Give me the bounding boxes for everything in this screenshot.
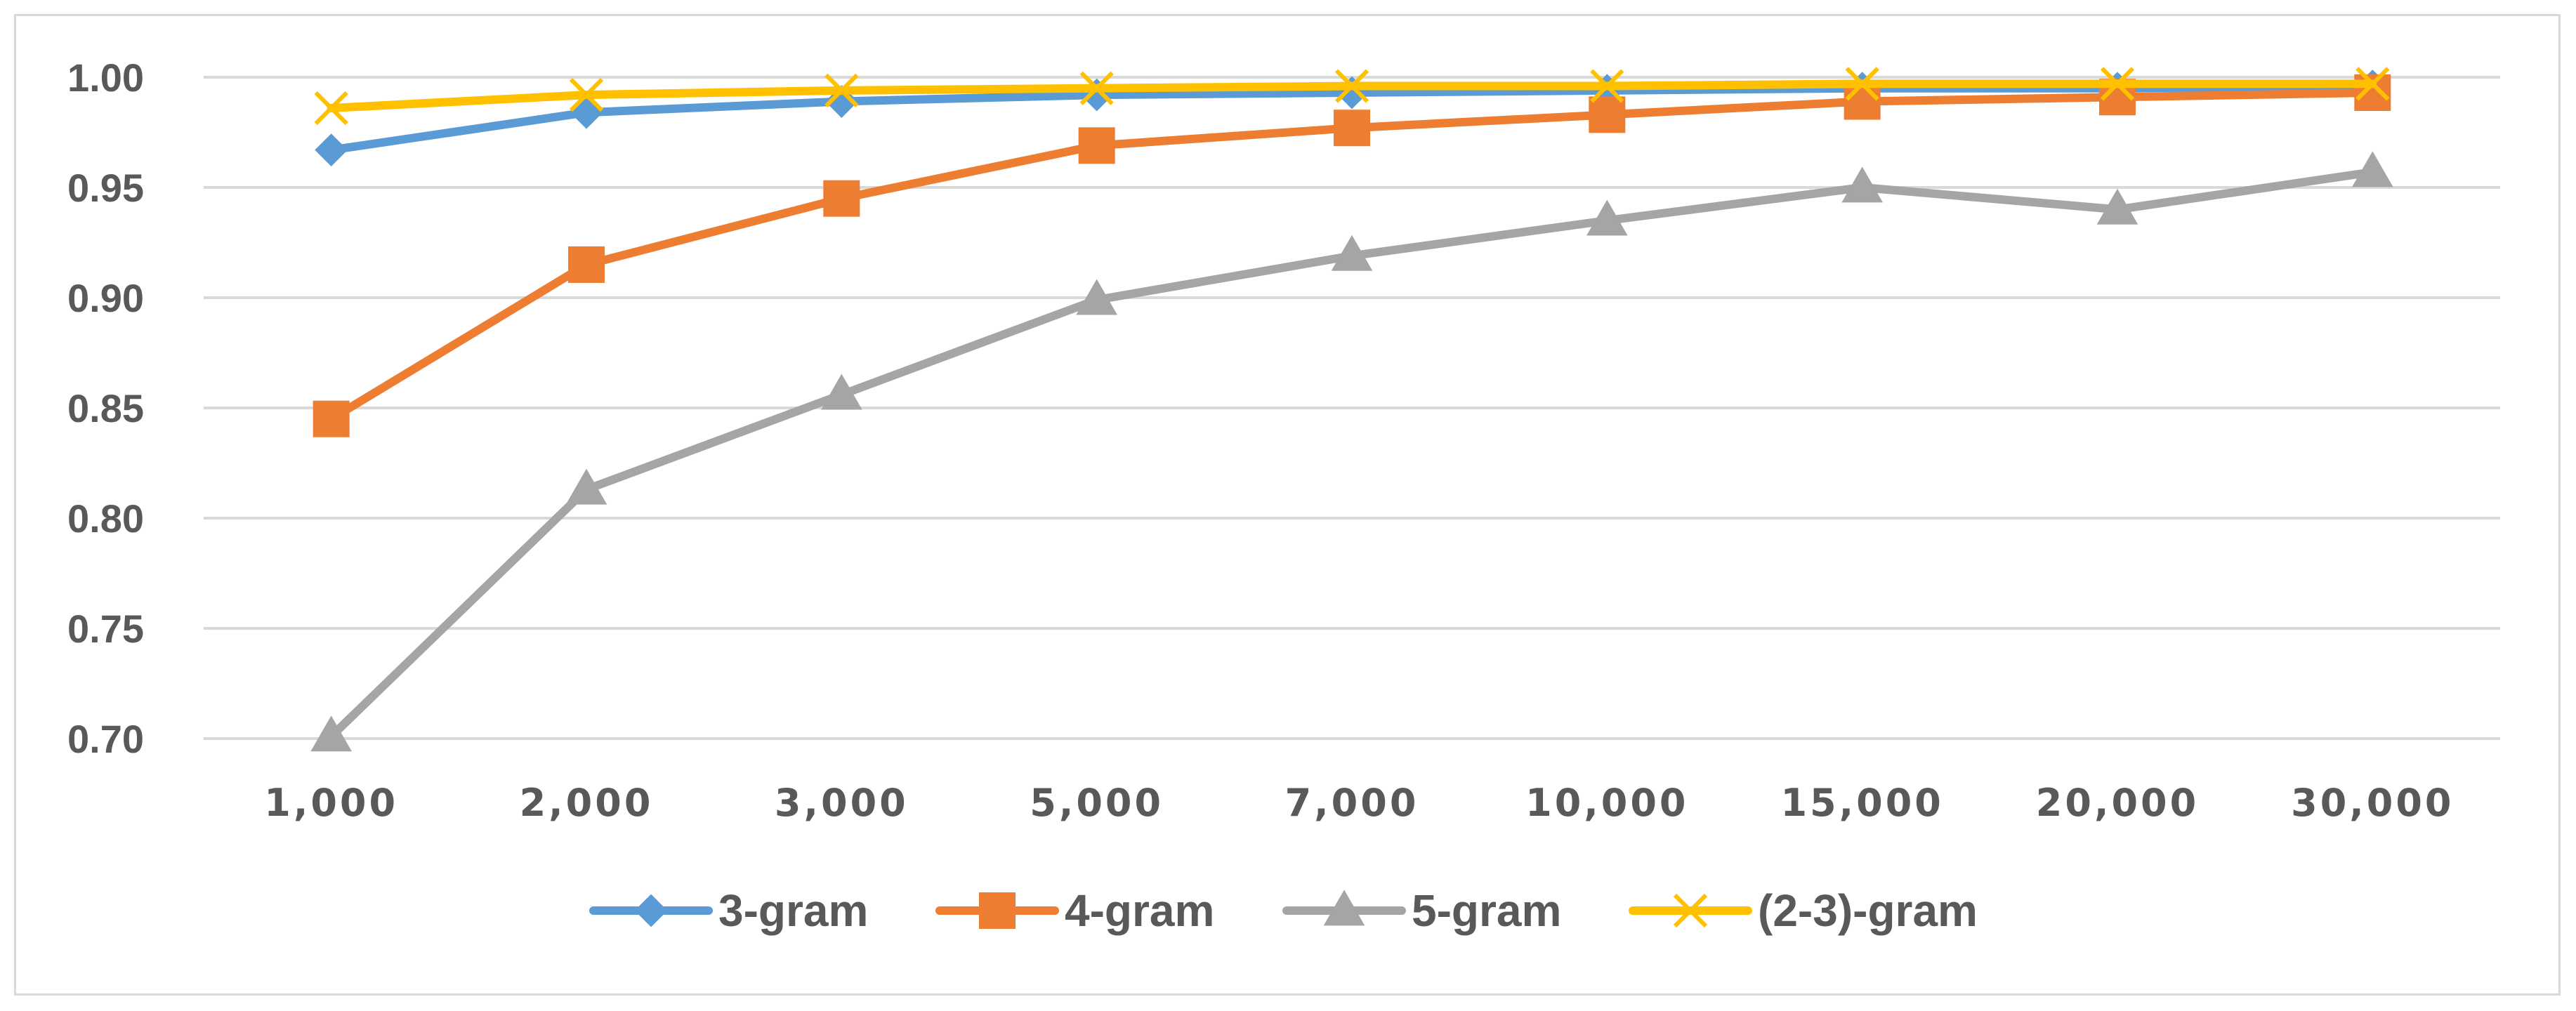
data-point-(2-3)-gram-30,000 <box>2355 67 2390 101</box>
data-point-4-gram-7,000 <box>1334 110 1370 147</box>
legend-item-3-gram: 3-gram <box>589 885 868 936</box>
y-tick-label: 1.00 <box>67 55 144 100</box>
x-tick-label: 10,000 <box>1525 781 1688 825</box>
data-point-5-gram-3,000 <box>821 374 862 410</box>
y-tick-label: 0.85 <box>67 386 144 430</box>
data-point-5-gram-20,000 <box>2096 188 2138 225</box>
data-point-3-gram-1,000 <box>315 133 348 167</box>
x-tick-label: 15,000 <box>1780 781 1943 825</box>
chart-frame <box>14 14 2561 996</box>
legend-label: 3-gram <box>718 885 868 936</box>
data-point-(2-3)-gram-10,000 <box>1590 69 1624 103</box>
x-tick-label: 2,000 <box>520 781 654 825</box>
x-tick-label: 20,000 <box>2036 781 2199 825</box>
data-point-(2-3)-gram-1,000 <box>314 91 348 126</box>
data-point-5-gram-10,000 <box>1586 199 1628 236</box>
data-point-4-gram-5,000 <box>1078 127 1115 164</box>
series-group <box>310 67 2393 752</box>
data-point-5-gram-15,000 <box>1841 166 1883 203</box>
x-tick-label: 1,000 <box>264 781 398 825</box>
data-point-5-gram-5,000 <box>1076 279 1117 315</box>
legend-item-5-gram: 5-gram <box>1282 885 1561 936</box>
data-point-3-gram-3,000 <box>824 85 858 118</box>
data-point-5-gram-7,000 <box>1331 234 1373 271</box>
series-4-gram <box>313 74 2391 437</box>
data-point-(2-3)-gram-5,000 <box>1079 71 1114 105</box>
gridlines <box>204 76 2500 740</box>
x-tick-label: 3,000 <box>775 781 909 825</box>
data-point-5-gram-30,000 <box>2352 151 2393 187</box>
data-point-(2-3)-gram-15,000 <box>1845 67 1879 101</box>
legend-label: (2-3)-gram <box>1758 885 1978 936</box>
series-5-gram <box>310 151 2393 752</box>
legend-label: 4-gram <box>1065 885 1214 936</box>
legend-marker-triangle <box>1323 890 1365 926</box>
data-point-(2-3)-gram-7,000 <box>1334 69 1369 103</box>
y-axis-tick-labels: 0.70 0.75 0.80 0.85 0.90 0.95 1.00 <box>67 55 144 761</box>
legend-item-(2-3)-gram: (2-3)-gram <box>1629 885 1978 936</box>
y-tick-label: 0.80 <box>67 496 144 541</box>
legend-marker-square <box>979 892 1016 929</box>
legend-label: 5-gram <box>1412 885 1561 936</box>
data-point-4-gram-2,000 <box>568 246 605 283</box>
data-point-4-gram-1,000 <box>313 400 350 437</box>
legend-marker-x <box>1673 893 1708 928</box>
data-point-5-gram-1,000 <box>310 715 352 752</box>
y-tick-label: 0.70 <box>67 717 144 761</box>
data-point-3-gram-2,000 <box>570 95 603 129</box>
data-point-4-gram-10,000 <box>1589 96 1626 133</box>
data-point-5-gram-2,000 <box>565 468 607 505</box>
x-tick-label: 7,000 <box>1285 781 1419 825</box>
y-tick-label: 0.75 <box>67 607 144 651</box>
data-point-(2-3)-gram-20,000 <box>2100 67 2135 101</box>
series-(2-3)-gram <box>314 67 2390 126</box>
data-point-4-gram-3,000 <box>823 180 860 217</box>
data-point-4-gram-15,000 <box>1844 83 1881 120</box>
x-tick-label: 5,000 <box>1030 781 1164 825</box>
x-tick-label: 30,000 <box>2291 781 2454 825</box>
data-point-(2-3)-gram-3,000 <box>824 73 859 107</box>
legend-marker-diamond <box>634 894 668 927</box>
y-tick-label: 0.90 <box>67 276 144 320</box>
legend-item-4-gram: 4-gram <box>935 885 1214 936</box>
x-axis-tick-labels: 1,000 2,000 3,000 5,000 7,000 10,000 15,000 20,… <box>264 781 2454 825</box>
legend: 3-gram 4-gram 5-gram (2-3)-gram <box>589 885 1978 936</box>
y-tick-label: 0.95 <box>67 166 144 210</box>
data-point-(2-3)-gram-2,000 <box>569 77 604 112</box>
